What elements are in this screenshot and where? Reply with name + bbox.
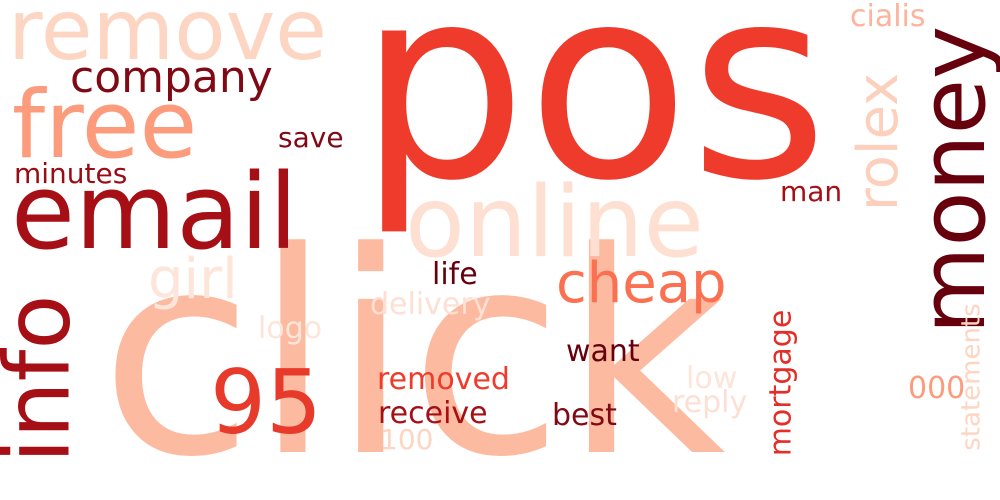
word-cheap: cheap <box>556 251 727 316</box>
word-cialis: cialis <box>850 0 926 34</box>
word-000: 000 <box>908 371 966 406</box>
word-money: money <box>901 25 1000 335</box>
word-delivery: delivery <box>370 287 491 322</box>
word-girl: girl <box>148 247 238 312</box>
word-removed: removed <box>377 362 510 397</box>
word-click: click <box>100 193 726 500</box>
word-info: info <box>0 294 91 464</box>
word-pos: pos <box>358 0 829 239</box>
word-life: life <box>432 257 478 292</box>
word-free: free <box>12 71 198 180</box>
word-reply: reply <box>672 385 748 420</box>
word-email: email <box>11 151 298 273</box>
word-want: want <box>566 334 640 369</box>
word-company: company <box>70 52 273 103</box>
word-remove: remove <box>8 0 327 79</box>
word-100: 100 <box>380 423 434 456</box>
word-rolex: rolex <box>846 72 912 212</box>
word-95: 95 <box>210 351 322 454</box>
word-mortgage: mortgage <box>763 309 799 457</box>
word-low: low <box>686 361 738 396</box>
word-receive: receive <box>378 396 488 431</box>
word-save: save <box>278 121 344 154</box>
word-logo: logo <box>258 311 323 346</box>
word-man: man <box>780 175 843 208</box>
word-best: best <box>552 398 617 433</box>
word-minutes: minutes <box>14 157 128 190</box>
word-statements: statements <box>956 303 987 451</box>
word-online: online <box>405 166 704 280</box>
